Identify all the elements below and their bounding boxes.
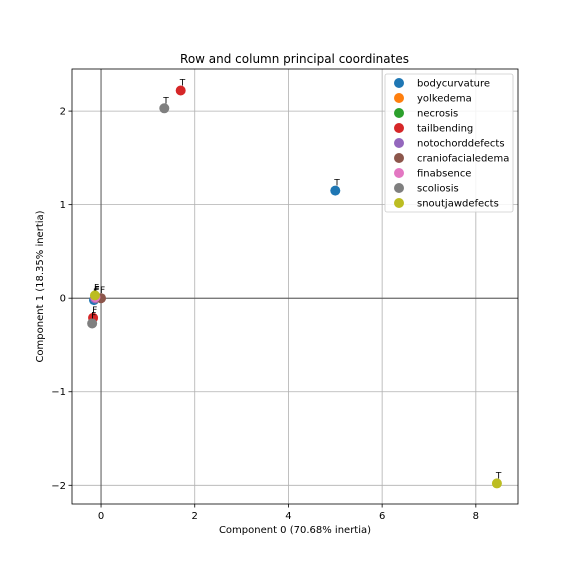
- y-tick-label: 2: [60, 107, 66, 118]
- legend-entry-label: finabsence: [417, 169, 471, 180]
- legend-entry-label: notochorddefects: [417, 139, 505, 150]
- point-label: F: [91, 311, 96, 321]
- x-tick-label: 6: [379, 511, 385, 522]
- point-label: F: [100, 286, 105, 296]
- point-label: T: [162, 96, 169, 106]
- y-tick-label: −2: [51, 481, 66, 492]
- x-axis-label: Component 0 (70.68% inertia): [219, 525, 371, 536]
- legend-marker: [394, 183, 404, 193]
- y-tick-label: 1: [60, 200, 66, 211]
- legend-marker: [394, 123, 404, 133]
- point-label: T: [495, 471, 502, 481]
- point-label: F: [94, 283, 99, 293]
- legend-entry-label: yolkedema: [417, 94, 472, 105]
- x-tick-label: 8: [473, 511, 479, 522]
- legend-entry-label: craniofacialedema: [417, 154, 509, 165]
- legend-entry-label: necrosis: [417, 109, 458, 120]
- legend-marker: [394, 78, 404, 88]
- legend-marker: [394, 153, 404, 163]
- y-axis-label: Component 1 (18.35% inertia): [35, 210, 46, 362]
- legend-marker: [394, 138, 404, 148]
- legend-marker: [394, 198, 404, 208]
- point-label: T: [333, 179, 340, 189]
- legend-marker: [394, 168, 404, 178]
- point-label: T: [179, 79, 186, 89]
- x-tick-label: 0: [98, 511, 104, 522]
- y-tick-label: 0: [60, 294, 66, 305]
- legend-entry-label: scoliosis: [417, 184, 459, 195]
- y-tick-label: −1: [51, 387, 66, 398]
- legend-marker: [394, 108, 404, 118]
- legend-marker: [394, 93, 404, 103]
- x-tick-label: 4: [285, 511, 291, 522]
- chart-title: Row and column principal coordinates: [180, 52, 409, 66]
- legend-entry-label: bodycurvature: [417, 79, 490, 90]
- legend-entry-label: tailbending: [417, 124, 473, 135]
- legend-entry-label: snoutjawdefects: [417, 199, 499, 210]
- x-tick-label: 2: [192, 511, 198, 522]
- legend: bodycurvature yolkedema necrosis tailbendin…: [385, 74, 513, 212]
